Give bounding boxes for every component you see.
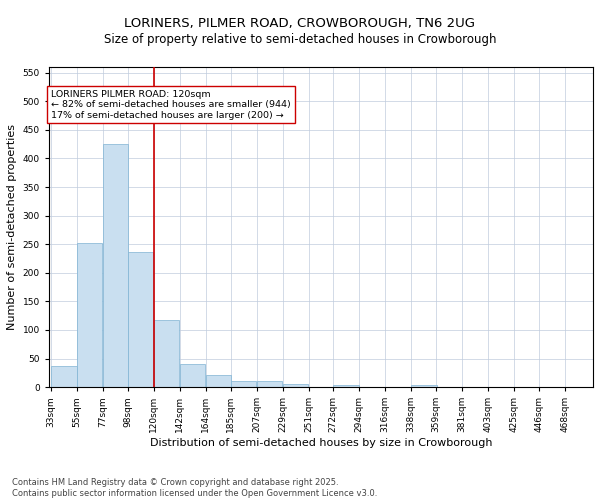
Bar — [283, 384, 308, 387]
Text: LORINERS PILMER ROAD: 120sqm
← 82% of semi-detached houses are smaller (944)
17%: LORINERS PILMER ROAD: 120sqm ← 82% of se… — [51, 90, 291, 120]
Bar — [180, 364, 205, 387]
Y-axis label: Number of semi-detached properties: Number of semi-detached properties — [7, 124, 17, 330]
X-axis label: Distribution of semi-detached houses by size in Crowborough: Distribution of semi-detached houses by … — [149, 438, 492, 448]
Bar — [206, 374, 231, 387]
Bar — [230, 382, 256, 387]
Bar — [154, 320, 179, 387]
Bar — [77, 243, 103, 387]
Bar — [257, 382, 282, 387]
Text: Contains HM Land Registry data © Crown copyright and database right 2025.
Contai: Contains HM Land Registry data © Crown c… — [12, 478, 377, 498]
Bar — [334, 385, 359, 387]
Bar — [103, 144, 128, 387]
Bar — [51, 366, 77, 387]
Text: Size of property relative to semi-detached houses in Crowborough: Size of property relative to semi-detach… — [104, 32, 496, 46]
Text: LORINERS, PILMER ROAD, CROWBOROUGH, TN6 2UG: LORINERS, PILMER ROAD, CROWBOROUGH, TN6 … — [125, 18, 476, 30]
Bar — [411, 385, 437, 387]
Bar — [128, 252, 153, 387]
